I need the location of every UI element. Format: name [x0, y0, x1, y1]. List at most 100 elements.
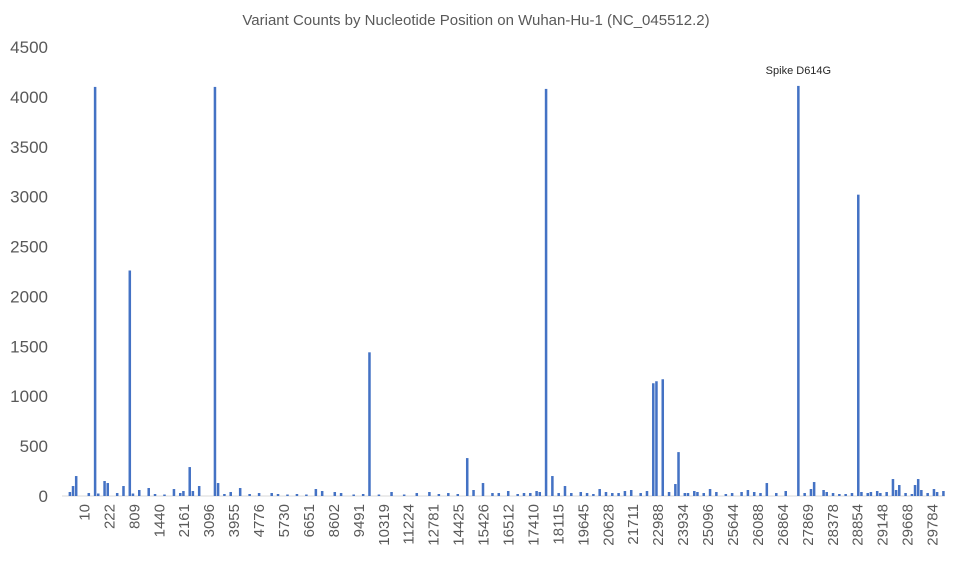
y-tick-label: 1000	[10, 387, 48, 406]
y-tick-label: 0	[39, 487, 48, 506]
x-tick-label: 23934	[675, 504, 692, 546]
bar	[115, 493, 119, 496]
bar	[825, 492, 828, 496]
bar	[891, 479, 895, 496]
bar	[677, 452, 680, 496]
x-axis: 10 222 809 1440 2161 3096 3955 4776 5730 6651 8602…	[77, 504, 942, 546]
bar	[579, 492, 583, 496]
bar	[172, 489, 176, 496]
bar	[197, 486, 201, 496]
bar	[696, 492, 699, 496]
y-tick-label: 2500	[10, 238, 48, 257]
bar	[831, 493, 835, 496]
bar	[415, 493, 419, 496]
bar	[68, 492, 72, 496]
x-tick-label: 26864	[775, 504, 792, 546]
bar	[179, 493, 182, 496]
bar	[715, 492, 718, 496]
x-tick-label: 17410	[525, 504, 542, 546]
bar	[629, 490, 633, 496]
x-tick-label: 1440	[151, 504, 168, 537]
bar	[598, 489, 601, 496]
bar	[932, 489, 936, 496]
x-tick-label: 27869	[800, 504, 817, 546]
bar	[535, 491, 538, 496]
bar	[352, 494, 355, 496]
bar	[702, 493, 706, 496]
bar	[472, 490, 475, 496]
bar	[522, 493, 526, 496]
bar	[333, 492, 337, 496]
x-tick-label: 28854	[850, 504, 867, 546]
bar	[97, 493, 100, 496]
bar	[538, 492, 542, 496]
x-tick-label: 25644	[725, 504, 742, 546]
annotations: Spike D614G	[766, 65, 831, 77]
bar	[191, 491, 195, 496]
bar	[103, 481, 106, 496]
bar	[188, 467, 191, 496]
bar	[885, 492, 888, 496]
bar	[645, 491, 649, 496]
bar	[551, 476, 554, 496]
y-tick-label: 2000	[10, 287, 48, 306]
bar	[74, 476, 78, 496]
x-tick-label: 11224	[401, 504, 418, 545]
bar	[147, 488, 150, 496]
bar	[153, 494, 157, 496]
bar	[693, 491, 696, 496]
x-tick-label: 16512	[501, 504, 518, 546]
y-tick-label: 3500	[10, 138, 48, 157]
x-tick-label: 8602	[326, 504, 343, 537]
bar	[361, 494, 365, 496]
annotation-label: Spike D614G	[766, 65, 831, 77]
bar	[822, 490, 825, 496]
bar	[529, 493, 532, 496]
bar	[639, 493, 642, 496]
y-tick-label: 4500	[10, 38, 48, 57]
bar	[368, 352, 371, 496]
bar	[506, 491, 510, 496]
bar	[765, 483, 769, 496]
x-tick-label: 29148	[875, 504, 892, 546]
bar	[913, 485, 917, 496]
bar	[491, 493, 494, 496]
bar	[623, 491, 627, 496]
bar	[809, 489, 813, 496]
x-tick-label: 10319	[376, 504, 393, 546]
bar	[686, 493, 690, 496]
bar	[752, 492, 756, 496]
bar	[339, 493, 343, 496]
bar	[238, 488, 242, 496]
bar	[850, 493, 854, 496]
bar	[910, 494, 914, 496]
bar	[592, 494, 595, 496]
bar	[740, 492, 743, 496]
bar	[904, 493, 907, 496]
bar	[71, 486, 75, 496]
y-axis: 0 500 1000 1500 2000 2500 3000 3500 4000 4500	[10, 38, 48, 506]
x-tick-label: 26088	[750, 504, 767, 546]
x-tick-label: 28378	[825, 504, 842, 546]
bar	[320, 491, 324, 496]
x-tick-label: 22988	[650, 504, 667, 546]
x-tick-label: 2161	[176, 504, 193, 537]
bar	[585, 493, 589, 496]
bar	[683, 493, 687, 496]
bar	[661, 379, 665, 496]
x-tick-label: 222	[101, 504, 118, 529]
bar	[942, 491, 945, 496]
bar	[314, 489, 318, 496]
bar	[730, 493, 734, 496]
bar	[866, 493, 869, 496]
bar	[447, 493, 450, 496]
bar	[838, 494, 841, 496]
bar	[131, 493, 135, 496]
bar	[926, 493, 929, 496]
bar	[898, 485, 901, 496]
x-tick-label: 19645	[575, 504, 592, 546]
bar	[128, 270, 132, 496]
x-tick-label: 25096	[700, 504, 717, 546]
x-tick-label: 5730	[276, 504, 293, 537]
bar	[437, 494, 441, 496]
